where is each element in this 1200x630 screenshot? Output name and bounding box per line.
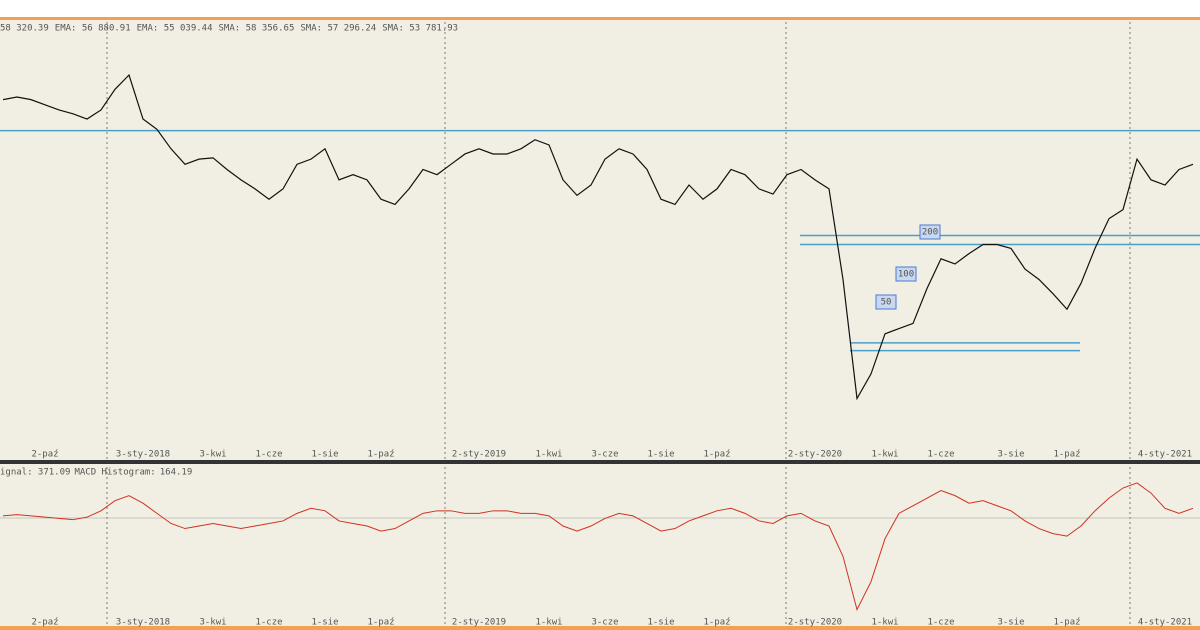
x-tick-label: 1-cze (927, 450, 954, 460)
legend-entry: EMA: 55 039.44 (137, 24, 213, 34)
x-tick-label: 3-sie (997, 450, 1024, 460)
x-tick-label: 1-kwi (535, 618, 562, 628)
x-tick-label: 3-sie (997, 618, 1024, 628)
x-tick-label: 3-cze (591, 618, 618, 628)
x-tick-label: 2-sty-2020 (788, 618, 842, 628)
x-tick-label: 2-sty-2020 (788, 450, 842, 460)
annotation-label: 100 (898, 270, 914, 280)
macd-legend-entry: 164.19 (160, 468, 193, 478)
price-line (2, 73, 1194, 401)
x-tick-label: 1-paź (1053, 450, 1080, 460)
macd-legend-entry: ignal: 371.09 (0, 468, 70, 478)
x-tick-label: 1-sie (647, 450, 674, 460)
x-tick-label: 3-sty-2018 (116, 450, 170, 460)
legend-entry: SMA: 57 296.24 (300, 24, 376, 34)
x-tick-label: 2-paź (31, 450, 58, 460)
x-tick-label: 3-kwi (199, 450, 226, 460)
x-tick-label: 3-cze (591, 450, 618, 460)
toolbar (0, 0, 1200, 18)
x-tick-label: 1-kwi (535, 450, 562, 460)
legend-entry: SMA: 53 781.93 (382, 24, 458, 34)
x-tick-label: 1-paź (1053, 618, 1080, 628)
x-tick-label: 3-kwi (199, 618, 226, 628)
x-tick-label: 1-kwi (871, 618, 898, 628)
x-tick-label: 1-paź (367, 618, 394, 628)
legend-entry: SMA: 58 356.65 (219, 24, 295, 34)
legend-entry: EMA: 56 880.91 (55, 24, 131, 34)
x-tick-label: 2-paź (31, 618, 58, 628)
x-tick-label: 1-cze (255, 618, 282, 628)
x-tick-label: 1-sie (311, 450, 338, 460)
bottom-border (0, 626, 1200, 630)
x-tick-label: 4-sty-2021 (1138, 450, 1192, 460)
x-tick-label: 1-sie (647, 618, 674, 628)
x-tick-label: 1-paź (367, 450, 394, 460)
annotation-label: 50 (881, 298, 892, 308)
x-tick-label: 1-cze (255, 450, 282, 460)
panel-divider (0, 460, 1200, 464)
x-tick-label: 2-sty-2019 (452, 618, 506, 628)
annotation-label: 200 (922, 228, 938, 238)
x-tick-label: 1-paź (703, 618, 730, 628)
annotation-box (875, 294, 897, 310)
x-tick-label: 3-sty-2018 (116, 618, 170, 628)
x-tick-label: 1-kwi (871, 450, 898, 460)
legend-entry: 58 320.39 (0, 24, 49, 34)
toolbar-border (0, 17, 1200, 20)
x-tick-label: 1-cze (927, 618, 954, 628)
macd-legend-entry: MACD Histogram: (74, 468, 155, 478)
annotation-box (895, 266, 917, 282)
macd-line (2, 482, 1194, 611)
x-tick-label: 1-sie (311, 618, 338, 628)
annotation-box (919, 224, 941, 240)
x-tick-label: 4-sty-2021 (1138, 618, 1192, 628)
x-tick-label: 2-sty-2019 (452, 450, 506, 460)
x-tick-label: 1-paź (703, 450, 730, 460)
